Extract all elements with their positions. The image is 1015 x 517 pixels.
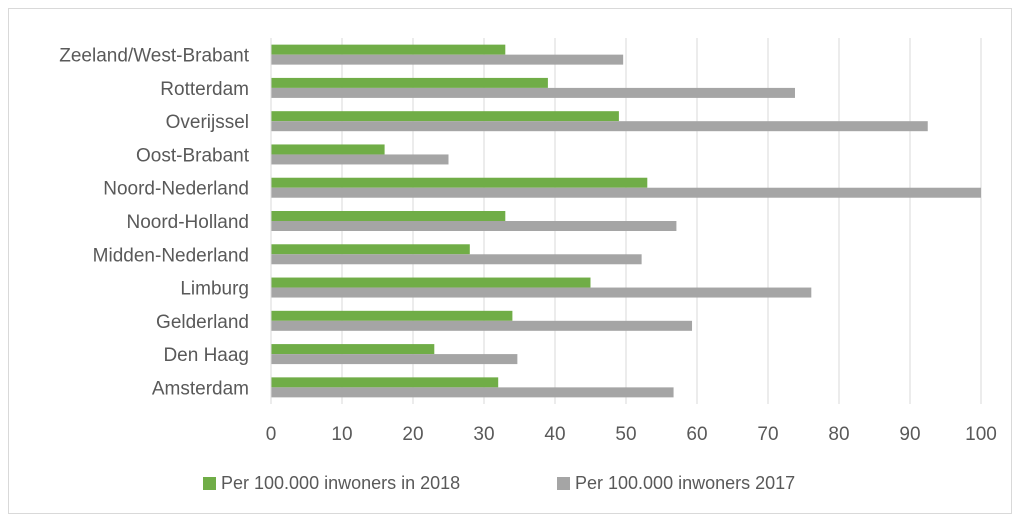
- x-tick-label-50: 50: [615, 424, 636, 445]
- legend-label-2018: Per 100.000 inwoners in 2018: [221, 473, 460, 493]
- category-label-zeeland-west-brabant: Zeeland/West-Brabant: [59, 46, 249, 67]
- bar-oost-brabant-2018: [271, 144, 385, 155]
- bar-amsterdam-2017: [271, 387, 674, 398]
- x-tick-label-70: 70: [757, 424, 778, 445]
- bar-gelderland-2017: [271, 320, 693, 331]
- category-label-overijssel: Overijssel: [166, 112, 249, 133]
- x-tick-label-20: 20: [402, 424, 423, 445]
- category-label-noord-holland: Noord-Holland: [126, 212, 249, 233]
- bar-limburg-2018: [271, 277, 591, 288]
- category-label-rotterdam: Rotterdam: [160, 79, 249, 100]
- legend-swatch-2018: [203, 477, 216, 490]
- bar-den-haag-2018: [271, 344, 435, 355]
- category-label-amsterdam: Amsterdam: [152, 378, 249, 399]
- category-labels: Amsterdam Den Haag Gelderland Limburg Midden…: [59, 46, 249, 400]
- x-tick-label-40: 40: [544, 424, 565, 445]
- bar-limburg-2017: [271, 287, 812, 298]
- bar-amsterdam-2018: [271, 377, 499, 388]
- bar-midden-nederland-2018: [271, 244, 470, 255]
- category-label-oost-brabant: Oost-Brabant: [136, 145, 250, 166]
- tick-labels: 0 10 20 30 40 50 60 70 80 90 100: [266, 424, 997, 445]
- legend-swatch-2017: [557, 477, 570, 490]
- legend-label-2017: Per 100.000 inwoners 2017: [575, 473, 795, 493]
- legend: Per 100.000 inwoners in 2018 Per 100.000 …: [203, 473, 795, 493]
- bar-zeeland-west-brabant-2017: [271, 54, 624, 65]
- bar-overijssel-2018: [271, 111, 619, 122]
- category-label-limburg: Limburg: [180, 279, 249, 300]
- bar-zeeland-west-brabant-2018: [271, 44, 506, 55]
- bars: [271, 44, 981, 398]
- category-label-midden-nederland: Midden-Nederland: [93, 245, 249, 266]
- bar-noord-nederland-2017: [271, 187, 981, 198]
- bar-rotterdam-2017: [271, 87, 795, 98]
- bar-rotterdam-2018: [271, 77, 548, 88]
- category-label-gelderland: Gelderland: [156, 312, 249, 333]
- bar-noord-holland-2017: [271, 221, 677, 231]
- bar-gelderland-2018: [271, 310, 513, 321]
- x-tick-label-90: 90: [899, 424, 920, 445]
- category-label-noord-nederland: Noord-Nederland: [103, 179, 249, 200]
- category-label-den-haag: Den Haag: [163, 345, 249, 366]
- x-tick-label-80: 80: [828, 424, 849, 445]
- x-tick-label-30: 30: [473, 424, 494, 445]
- x-tick-label-60: 60: [686, 424, 707, 445]
- bar-oost-brabant-2017: [271, 154, 449, 165]
- bar-midden-nederland-2017: [271, 254, 642, 265]
- x-tick-label-100: 100: [965, 424, 997, 445]
- bar-overijssel-2017: [271, 121, 928, 132]
- bar-den-haag-2017: [271, 354, 518, 365]
- x-tick-label-0: 0: [266, 424, 277, 445]
- gridlines: [341, 38, 982, 404]
- x-tick-label-10: 10: [331, 424, 352, 445]
- bar-noord-nederland-2018: [271, 177, 648, 188]
- bar-noord-holland-2018: [271, 211, 506, 221]
